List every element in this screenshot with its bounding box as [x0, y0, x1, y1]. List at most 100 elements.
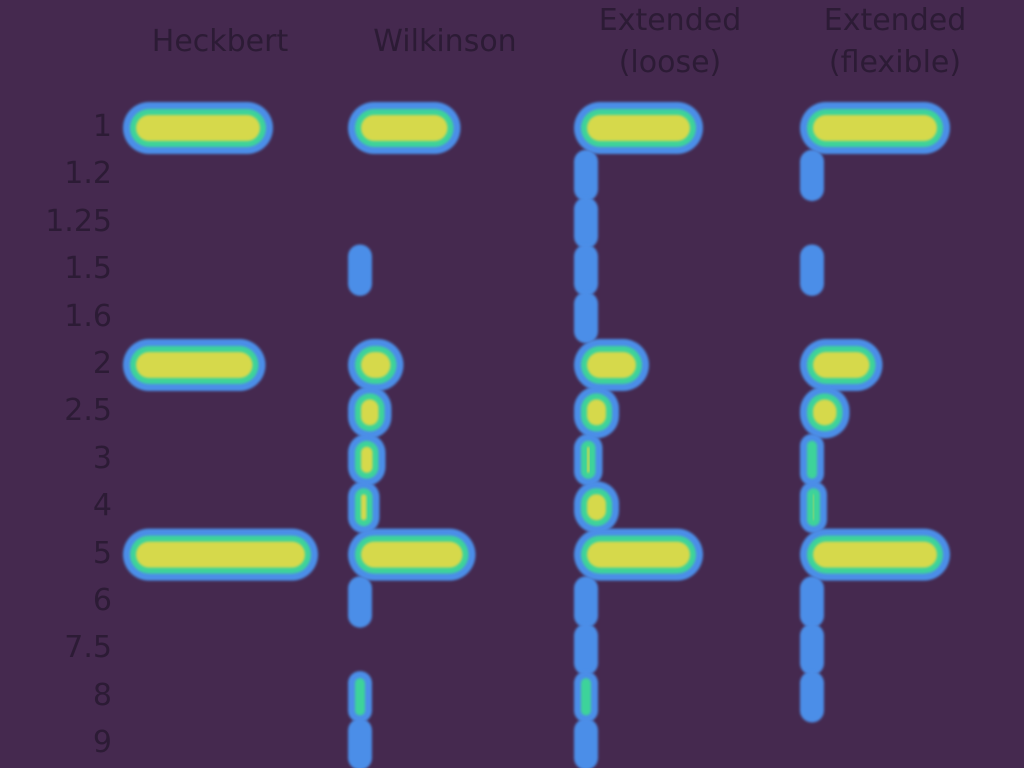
cell-col4-row-5 [800, 528, 950, 581]
cell-col4-row-2-5-layer-3 [813, 399, 837, 426]
cell-col3-row-7-5 [574, 623, 598, 676]
cell-col3-row-3 [574, 433, 603, 486]
cell-col2-row-4 [348, 481, 380, 534]
row-label-8: 8 [92, 677, 112, 713]
cell-col2-row-2 [348, 339, 404, 391]
cell-col3-row-2-5-layer-3 [587, 399, 606, 426]
cell-col4-row-3-layer-2 [807, 440, 817, 479]
cell-col2-row-9 [348, 718, 372, 768]
cell-col3-row-1-5-layer-1 [574, 244, 598, 296]
cell-col2-row-3 [348, 433, 386, 486]
column-label-extended-loose: Extended (loose) [599, 0, 742, 84]
cell-col1-row-1 [123, 102, 273, 154]
cell-col4-row-1-5 [800, 244, 824, 296]
cell-col4-row-1-2 [800, 149, 824, 202]
cell-col4-row-1-2-layer-1 [800, 149, 824, 202]
cell-col2-row-2-5-layer-3 [361, 399, 379, 426]
cell-col2-row-1-layer-3 [361, 115, 448, 141]
row-label-1-6: 1.6 [64, 298, 112, 334]
cell-col4-row-1-layer-3 [813, 115, 937, 141]
column-label-line: (flexible) [828, 45, 962, 80]
cell-col4-row-2 [800, 339, 883, 391]
column-label-line: Wilkinson [373, 24, 517, 59]
cell-col2-row-2-5 [348, 386, 392, 439]
cell-col3-row-1-2-layer-1 [574, 149, 598, 202]
row-label-6: 6 [92, 583, 112, 618]
column-2-cells [348, 102, 476, 768]
cell-col2-row-5-layer-3 [361, 541, 463, 568]
cell-col3-row-3-layer-3 [587, 446, 590, 473]
column-label-heckbert: Heckbert [152, 21, 288, 63]
row-label-1-5: 1.5 [64, 251, 112, 287]
column-label-line: Extended [823, 3, 967, 38]
cell-col4-row-8 [800, 671, 824, 723]
cell-col4-row-5-layer-3 [813, 541, 937, 568]
row-label-9: 9 [92, 725, 112, 761]
column-label-line: (loose) [618, 45, 722, 80]
cell-col2-row-2-layer-3 [361, 352, 391, 378]
cell-col2-row-8 [348, 671, 372, 723]
cell-col3-row-8 [574, 671, 598, 723]
cell-col3-row-9 [574, 718, 598, 768]
cell-col3-row-2-5 [574, 386, 619, 439]
cell-col3-row-1-6 [574, 291, 598, 344]
cell-col2-row-1-5-layer-1 [348, 244, 372, 296]
cell-col3-row-1-layer-3 [587, 115, 690, 141]
cell-col2-row-4-layer-3 [361, 494, 367, 521]
heatmap-marks [123, 102, 950, 768]
cell-col2-row-3-layer-3 [361, 446, 373, 473]
cell-col2-row-1 [348, 102, 461, 154]
cell-col1-row-5-layer-3 [136, 541, 305, 568]
row-label-1: 1 [92, 109, 112, 144]
cell-col3-row-5-layer-3 [587, 541, 690, 568]
cell-col2-row-6-layer-1 [348, 576, 372, 628]
cell-col3-row-6 [574, 576, 598, 628]
cell-col3-row-9-layer-1 [574, 718, 598, 768]
cell-col4-row-3 [800, 433, 824, 486]
cell-col4-row-2-layer-3 [813, 352, 870, 378]
cell-col3-row-1 [574, 102, 703, 154]
cell-col2-row-8-layer-2 [355, 678, 365, 716]
cell-col3-row-1-25-layer-1 [574, 197, 598, 249]
cell-col4-row-2-5 [800, 386, 850, 439]
cell-col3-row-5 [574, 528, 703, 581]
cell-col3-row-1-25 [574, 197, 598, 249]
row-label-5: 5 [92, 535, 112, 571]
cell-col4-row-4-layer-3 [813, 494, 814, 521]
cell-col3-row-1-2 [574, 149, 598, 202]
cell-col4-row-6 [800, 576, 824, 628]
cell-col3-row-4-layer-3 [587, 494, 606, 521]
cell-col4-row-4 [800, 481, 827, 534]
row-label-7-5: 7.5 [64, 630, 112, 666]
cell-col3-row-2 [574, 339, 649, 391]
cell-col3-row-1-5 [574, 244, 598, 296]
cell-col3-row-4 [574, 481, 619, 534]
column-1-cells [123, 102, 318, 581]
column-label-line: Heckbert [151, 24, 289, 59]
cell-col4-row-6-layer-1 [800, 576, 824, 628]
row-label-1-25: 1.25 [45, 203, 112, 239]
cell-col3-row-1-6-layer-1 [574, 291, 598, 344]
cell-col1-row-2-layer-3 [136, 352, 253, 378]
cell-col4-row-8-layer-1 [800, 671, 824, 723]
cell-col4-row-7-5 [800, 623, 824, 676]
cell-col3-row-2-layer-3 [587, 352, 636, 378]
column-label-line: Extended [598, 3, 742, 38]
column-3-cells [574, 102, 703, 768]
cell-col2-row-6 [348, 576, 372, 628]
cell-col1-row-2 [123, 339, 266, 391]
cell-col3-row-6-layer-1 [574, 576, 598, 628]
cell-col1-row-5 [123, 528, 318, 581]
row-label-1-2: 1.2 [64, 156, 112, 192]
cell-col1-row-1-layer-3 [136, 115, 260, 141]
cell-col4-row-1-5-layer-1 [800, 244, 824, 296]
column-4-cells [800, 102, 950, 723]
column-label-wilkinson: Wilkinson [373, 21, 516, 63]
cell-col3-row-7-5-layer-1 [574, 623, 598, 676]
row-label-2: 2 [92, 346, 112, 381]
row-label-4: 4 [92, 488, 112, 524]
cell-col2-row-9-layer-1 [348, 718, 372, 768]
cell-col3-row-8-layer-2 [581, 678, 591, 716]
